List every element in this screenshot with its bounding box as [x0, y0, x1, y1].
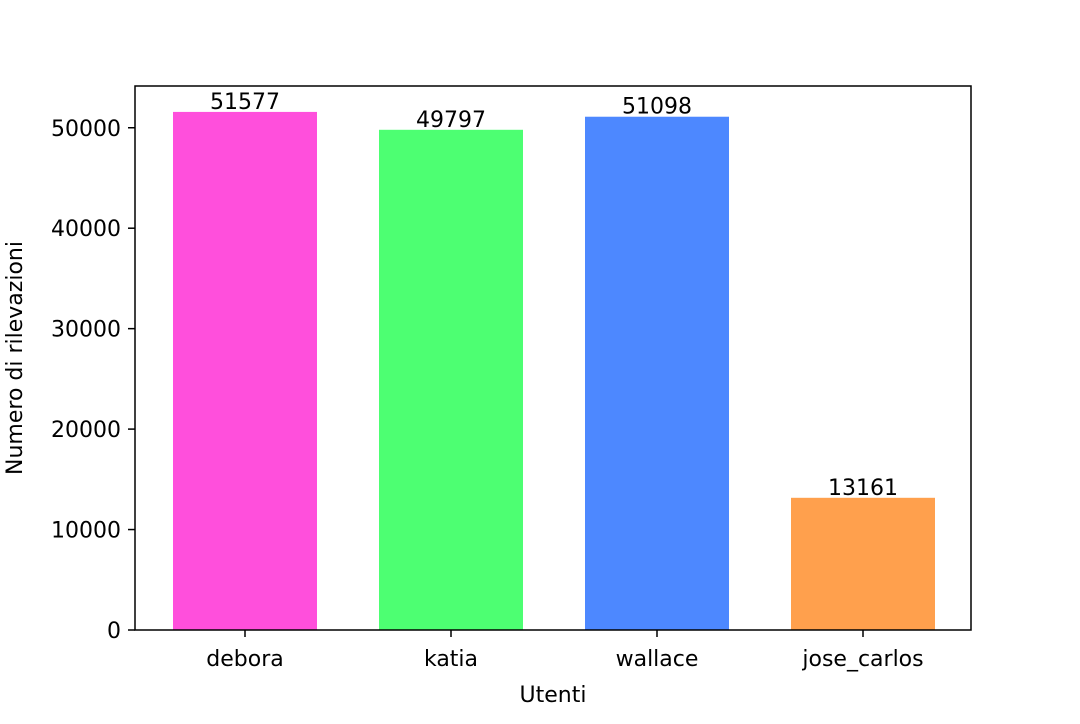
y-axis: 0 10000 20000 30000 40000 50000 [51, 117, 135, 644]
bar-debora [173, 111, 317, 630]
data-label: 51577 [210, 90, 280, 115]
bar-wallace [585, 116, 729, 631]
y-axis-label: Numero di rilevazioni [3, 241, 28, 475]
x-tick-label: wallace [616, 647, 699, 672]
data-label: 51098 [622, 95, 692, 120]
y-tick-label: 40000 [51, 217, 121, 242]
y-tick-label: 10000 [51, 519, 121, 544]
bar-jose-carlos [791, 497, 935, 630]
bar-katia [379, 129, 523, 630]
x-axis: debora katia wallace jose_carlos [206, 630, 924, 672]
y-tick-label: 20000 [51, 418, 121, 443]
data-labels-layer: 51577 49797 51098 13161 [210, 90, 898, 501]
x-tick-label: katia [424, 647, 478, 672]
y-tick-label: 50000 [51, 117, 121, 142]
bars-layer [173, 111, 935, 631]
x-tick-label: jose_carlos [801, 647, 923, 672]
data-label: 49797 [416, 108, 486, 133]
x-axis-label: Utenti [520, 683, 587, 708]
y-tick-label: 0 [107, 619, 121, 644]
plot-frame [134, 85, 972, 631]
x-tick-label: debora [206, 647, 283, 672]
y-tick-label: 30000 [51, 318, 121, 343]
data-label: 13161 [828, 476, 898, 501]
